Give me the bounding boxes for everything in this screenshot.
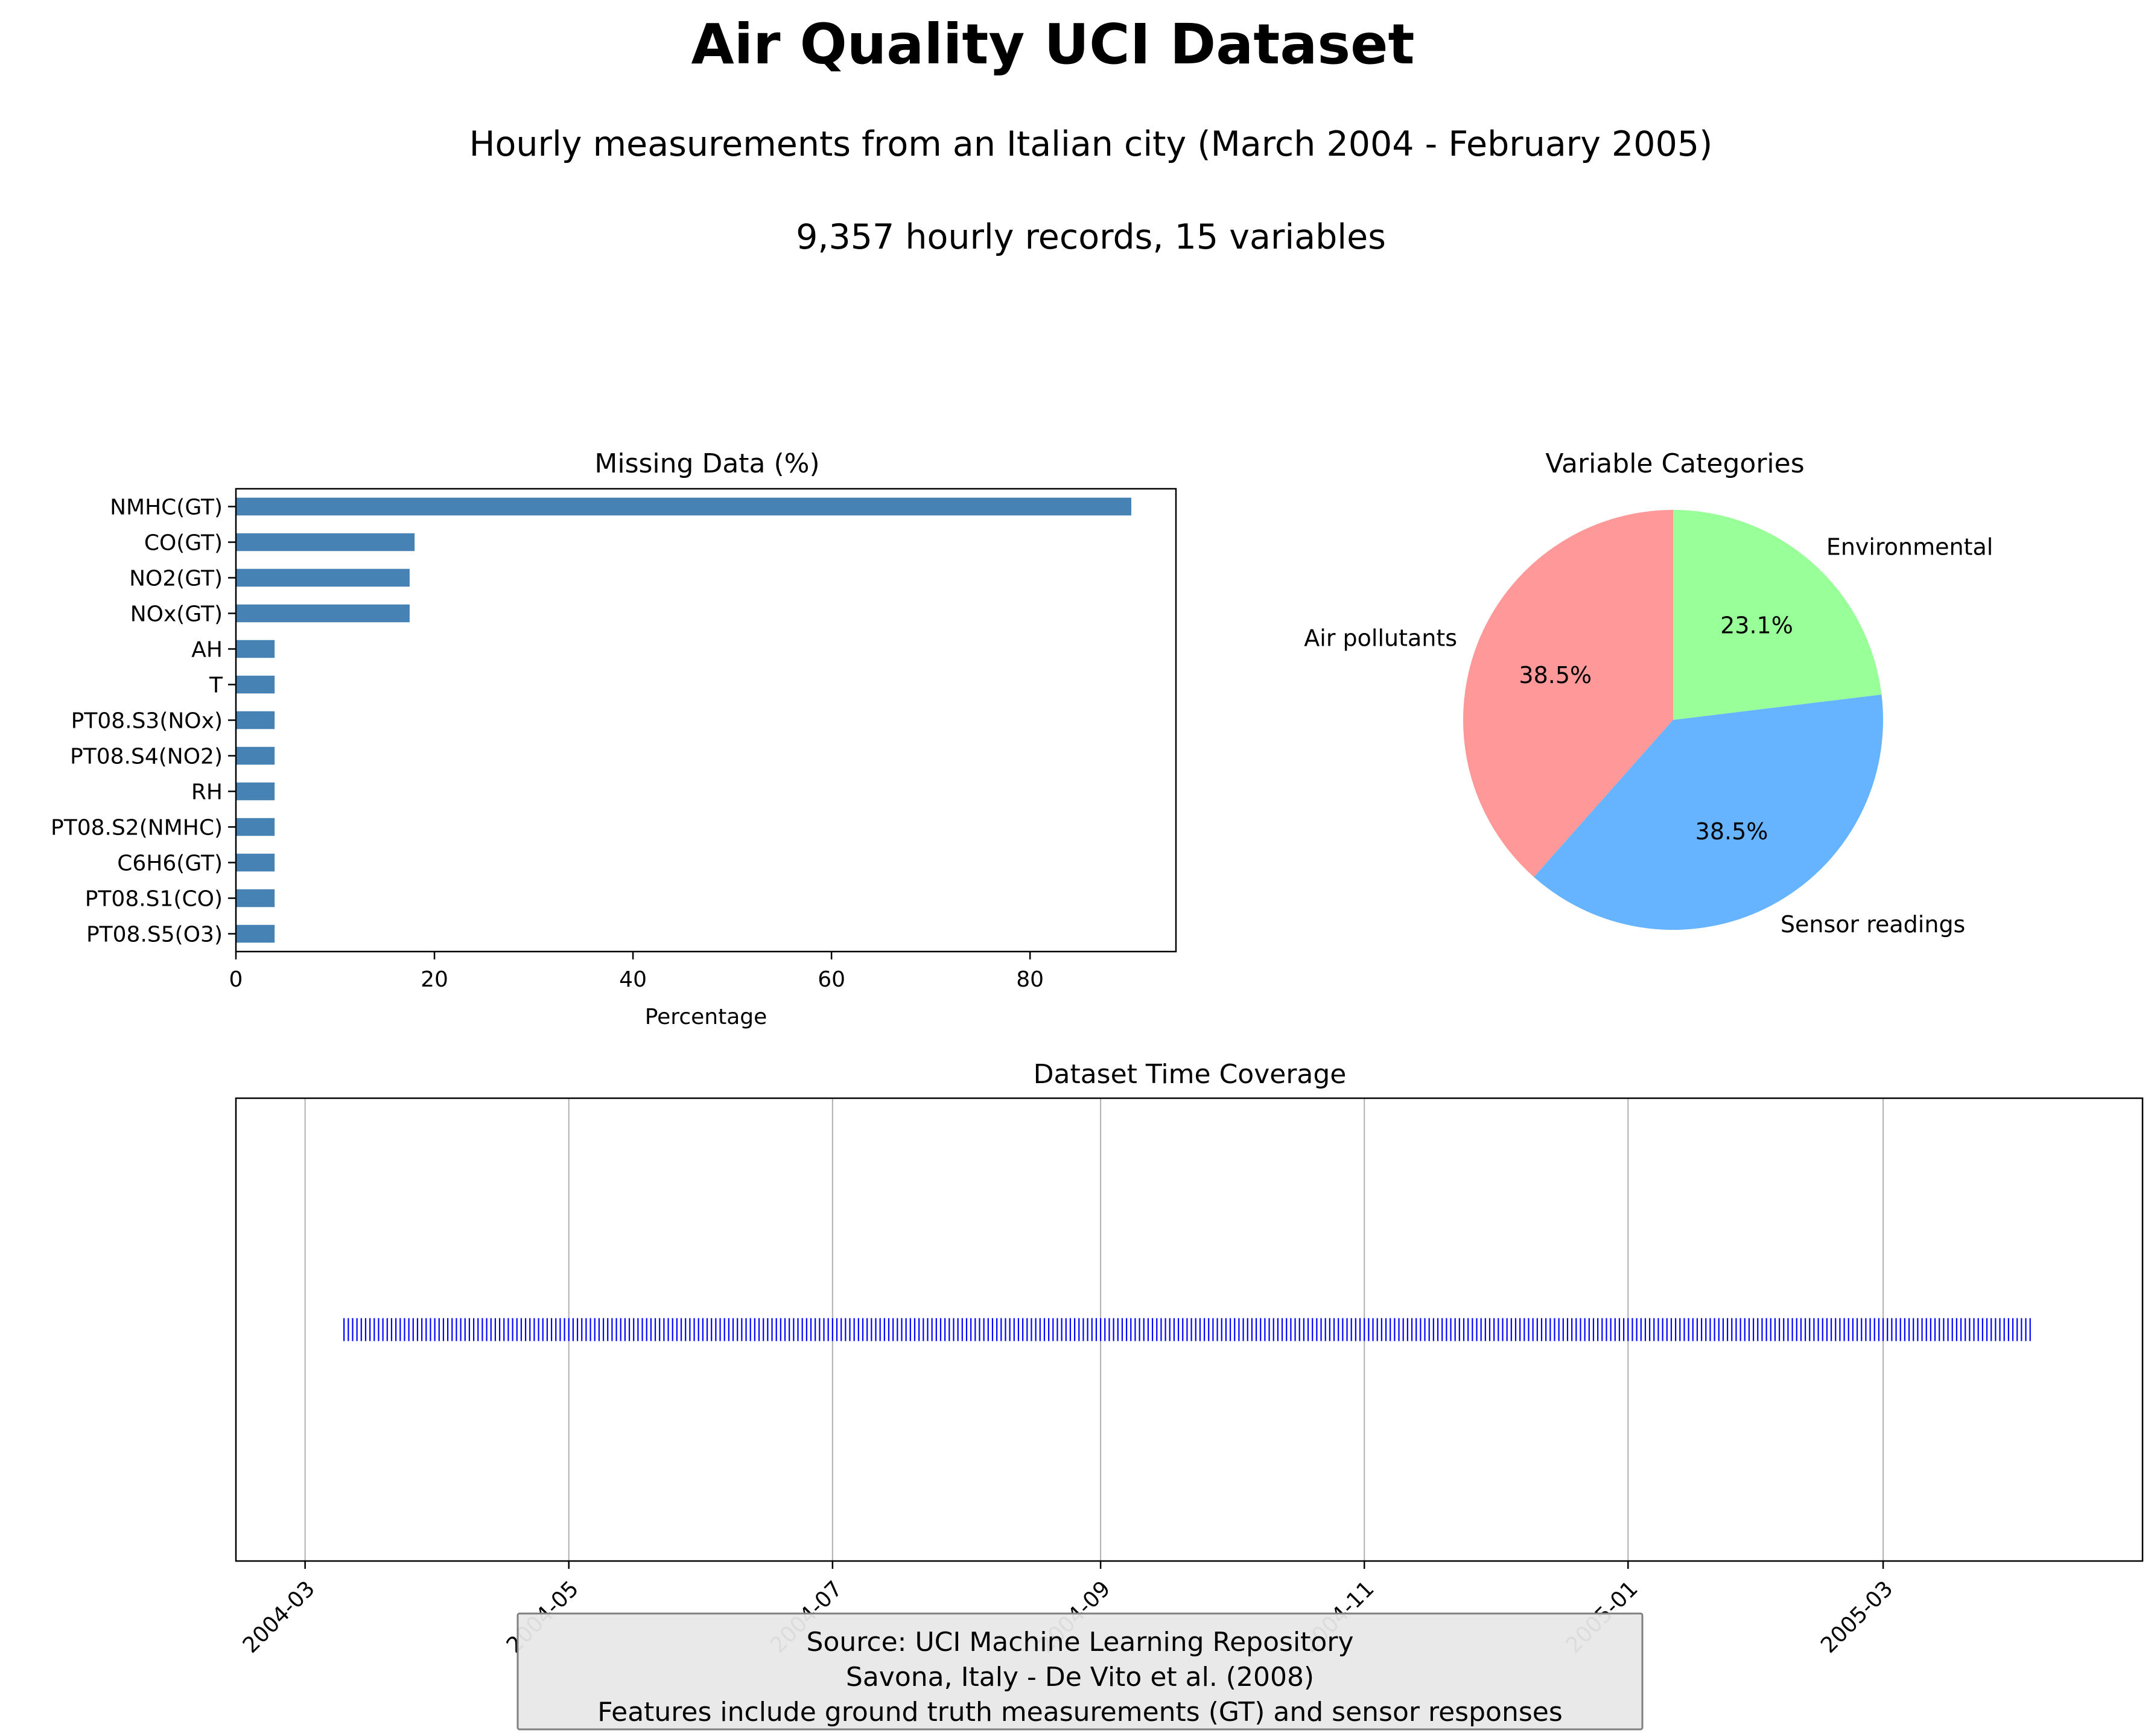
pie-labels: Air pollutants 38.5% Sensor readings 38.5% E…: [1304, 533, 1993, 937]
figure-title: Air Quality UCI Dataset: [691, 12, 1414, 77]
missing-bar: [236, 533, 415, 552]
missing-y-ticks: NMHC(GT) CO(GT) NO2(GT) NOx(GT) AH T PT08.S3(N…: [51, 495, 236, 947]
missing-bar: [236, 924, 275, 943]
features-note-line: Features include ground truth measuremen…: [597, 1697, 1563, 1728]
figure-summary: 9,357 hourly records, 15 variables: [796, 217, 1386, 257]
source-line: Source: UCI Machine Learning Repository: [807, 1627, 1354, 1658]
source-box-background: [516, 1612, 1644, 1731]
missing-bar: [236, 818, 275, 836]
missing-bar: [236, 711, 275, 730]
missing-bar: [236, 675, 275, 694]
coverage-chart-title: Dataset Time Coverage: [1034, 1059, 1347, 1090]
pie-slice: [1673, 510, 1882, 720]
missing-bar: [236, 746, 275, 765]
pie-category-label: Sensor readings: [1781, 911, 1965, 938]
time-coverage-chart: Dataset Time Coverage 2004-032004-052004…: [235, 1059, 2144, 1658]
x-tick-label: 0: [229, 967, 243, 992]
y-tick-label: PT08.S1(CO): [85, 887, 223, 912]
missing-bar: [236, 604, 410, 623]
pie-slices: [1463, 510, 1883, 930]
y-tick-label: AH: [191, 638, 223, 663]
pie-percent-label: 23.1%: [1720, 612, 1793, 639]
y-tick-label: NMHC(GT): [110, 495, 223, 520]
pie-percent-label: 38.5%: [1519, 662, 1592, 688]
missing-data-chart: Missing Data (%) NMHC(GT) CO(GT) NO2(GT) NO…: [51, 448, 1177, 1029]
missing-bar: [236, 889, 275, 908]
y-tick-label: T: [209, 673, 223, 698]
coverage-chart-frame: [235, 1097, 2144, 1562]
pie-slice: [1534, 695, 1883, 930]
missing-bar: [236, 640, 275, 658]
variable-categories-chart: Variable Categories Air pollutants 38.5% S…: [1304, 448, 1993, 938]
y-tick-label: CO(GT): [144, 531, 223, 556]
y-tick-label: C6H6(GT): [117, 851, 223, 876]
x-tick-label: 60: [818, 967, 845, 992]
citation-line: Savona, Italy - De Vito et al. (2008): [846, 1662, 1314, 1693]
missing-chart-frame: [235, 488, 1177, 953]
missing-x-axis-label: Percentage: [645, 1005, 767, 1029]
missing-bar: [236, 782, 275, 801]
missing-bars: [236, 497, 1131, 943]
source-box: Source: UCI Machine Learning Repository …: [516, 1612, 1644, 1731]
y-tick-label: RH: [191, 780, 223, 805]
missing-bar: [236, 853, 275, 872]
pie-percent-label: 38.5%: [1695, 818, 1768, 845]
y-tick-label: NOx(GT): [130, 602, 223, 627]
x-tick-label: 40: [619, 967, 647, 992]
y-tick-label: NO2(GT): [129, 567, 223, 591]
y-tick-label: PT08.S3(NOx): [71, 709, 223, 734]
pie-category-label: Environmental: [1826, 533, 1993, 560]
pie-chart-title: Variable Categories: [1545, 448, 1804, 479]
missing-bar: [236, 497, 1131, 516]
pie-slice: [1463, 510, 1673, 877]
x-tick-label: 80: [1016, 967, 1044, 992]
y-tick-label: PT08.S2(NMHC): [51, 816, 223, 841]
coverage-marks: [343, 1318, 2031, 1341]
missing-bar: [236, 568, 410, 587]
pie-category-label: Air pollutants: [1304, 625, 1457, 651]
y-tick-label: PT08.S5(O3): [86, 923, 223, 947]
x-tick-label: 20: [421, 967, 448, 992]
figure-subtitle: Hourly measurements from an Italian city…: [469, 124, 1713, 164]
y-tick-label: PT08.S4(NO2): [70, 745, 223, 769]
missing-chart-title: Missing Data (%): [594, 448, 819, 479]
missing-x-ticks: 0 20 40 60 80: [229, 952, 1044, 992]
